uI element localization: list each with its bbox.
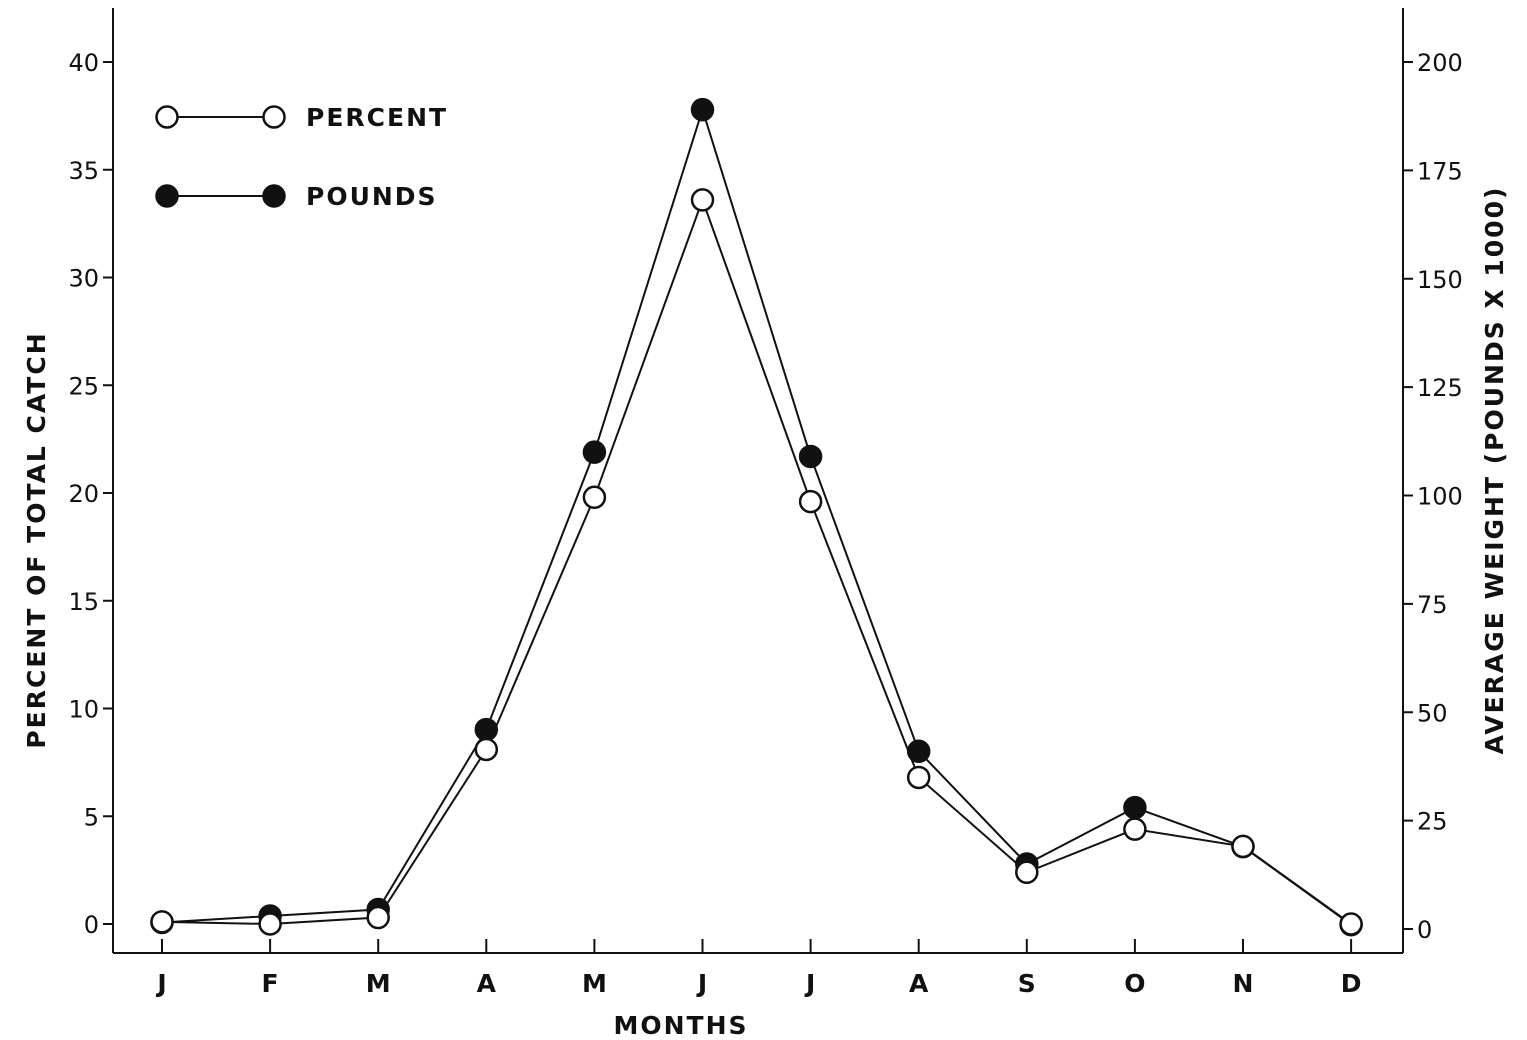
y-tick-label-right: 175	[1417, 157, 1463, 185]
percent-series-point	[582, 485, 607, 510]
y-tick-label-left: 10	[68, 696, 99, 724]
y-tick-label-left: 20	[68, 480, 99, 508]
percent-series-point	[258, 912, 282, 936]
pounds-series-point	[690, 97, 715, 122]
y-tick-label-right: 25	[1417, 808, 1448, 836]
pounds-series-point	[1123, 795, 1147, 820]
x-tick-label: N	[1233, 969, 1254, 998]
pounds-series-point	[798, 444, 823, 469]
x-tick-label: F	[262, 969, 279, 998]
x-tick-label: A	[909, 969, 929, 998]
percent-series-point	[690, 188, 715, 212]
percent-series-line	[161, 196, 1352, 926]
y-axis-title-left: PERCENT OF TOTAL CATCH	[22, 331, 51, 748]
x-tick-label: S	[1018, 969, 1036, 998]
x-tick-label: O	[1124, 969, 1145, 998]
legend-percent-marker	[262, 105, 286, 129]
series-layer	[150, 97, 1363, 937]
y-tick-label-left: 25	[68, 372, 99, 400]
y-tick-label-right: 125	[1417, 374, 1463, 402]
x-tick-label: J	[804, 969, 815, 998]
percent-series-point	[1015, 860, 1039, 885]
y-tick-label-right: 75	[1417, 591, 1448, 619]
y-tick-label-left: 35	[68, 157, 99, 185]
pounds-series-line	[161, 106, 1352, 926]
x-tick-label: J	[155, 969, 166, 998]
percent-series-point	[1339, 912, 1363, 936]
y-tick-label-left: 15	[68, 588, 99, 616]
percent-series-point	[150, 910, 174, 934]
x-tick-label: M	[582, 969, 607, 998]
legend-pounds-marker	[155, 184, 179, 208]
percent-series-point	[1123, 817, 1147, 841]
legend: PERCENT POUNDS	[155, 103, 448, 211]
y-tick-label-right: 50	[1417, 699, 1448, 727]
x-tick-label: D	[1341, 969, 1362, 998]
y-tick-label-left: 30	[68, 265, 99, 293]
y-tick-label-right: 150	[1417, 266, 1463, 294]
y-tick-label-left: 0	[84, 911, 99, 939]
percent-series-point	[1231, 834, 1255, 859]
pounds-series-point	[474, 717, 499, 742]
x-axis-title: MONTHS	[613, 1011, 748, 1040]
percent-series-point	[474, 737, 499, 762]
y-axis-title-right: AVERAGE WEIGHT (POUNDS X 1000)	[1480, 186, 1509, 755]
legend-percent-marker	[155, 105, 179, 129]
x-tick-label: M	[366, 969, 391, 998]
percent-series-point	[906, 765, 931, 790]
legend-pounds-label: POUNDS	[306, 182, 438, 211]
x-tick-label: J	[696, 969, 707, 998]
y-tick-label-left: 40	[68, 49, 99, 77]
axes-layer: 0 5 10 15 20 25 30 35 40 0 25 50 75 100 125 150 175 200 J F…	[68, 8, 1463, 998]
percent-series-point	[366, 905, 390, 930]
y-tick-label-left: 5	[84, 803, 99, 831]
y-tick-label-right: 200	[1417, 49, 1463, 77]
legend-pounds-marker	[262, 184, 286, 208]
pounds-series-point	[582, 440, 607, 464]
y-tick-label-right: 0	[1417, 916, 1432, 944]
y-tick-label-right: 100	[1417, 483, 1463, 511]
percent-series-point	[798, 489, 823, 514]
x-tick-label: A	[477, 969, 497, 998]
legend-percent-label: PERCENT	[306, 103, 448, 132]
